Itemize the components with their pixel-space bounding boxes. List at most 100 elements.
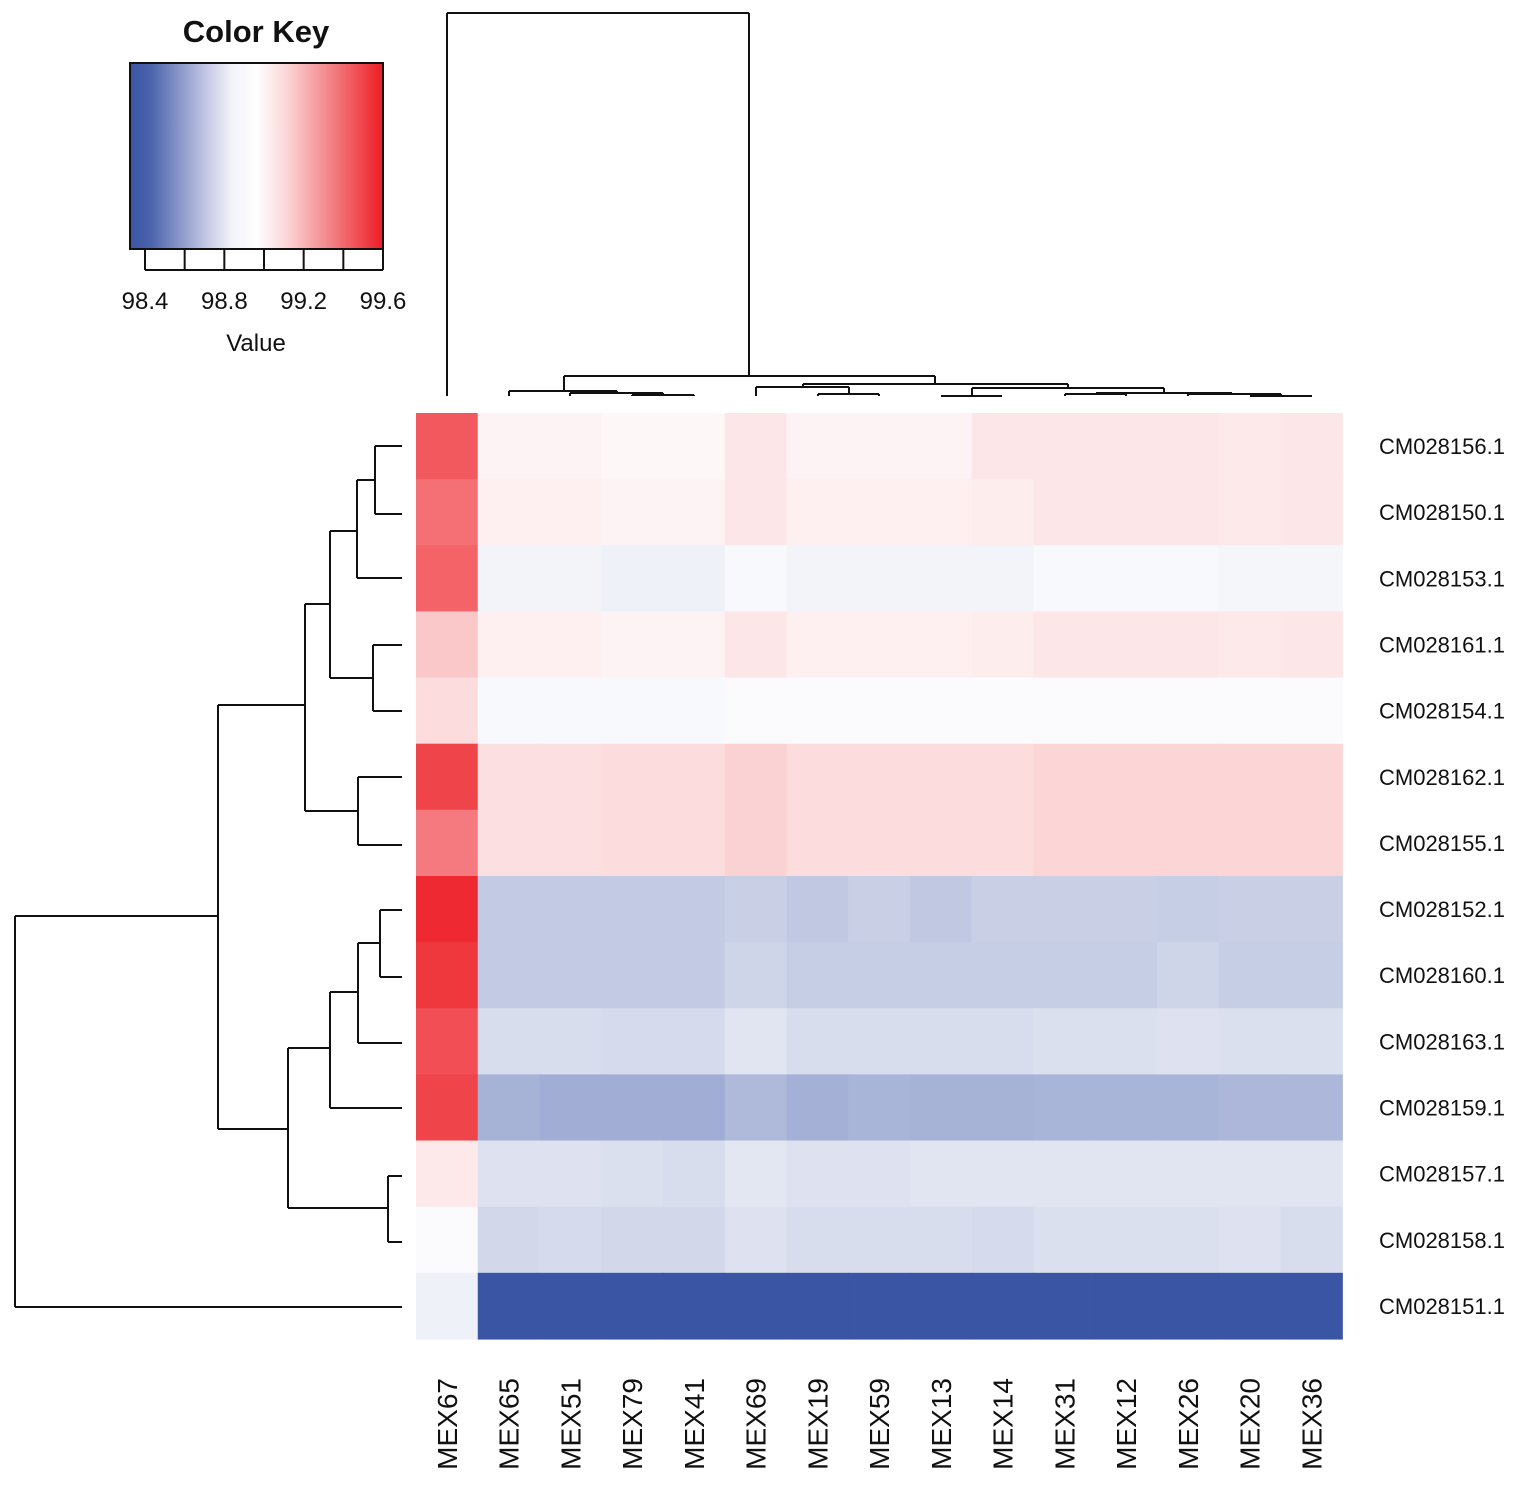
heatmap-cell — [786, 479, 849, 546]
heatmap-cell — [910, 1272, 973, 1340]
heatmap-cell — [786, 1140, 849, 1208]
heatmap-cell — [477, 413, 541, 480]
heatmap-cell — [416, 1074, 479, 1142]
color-key-tick-label: 98.4 — [122, 288, 169, 315]
heatmap-cell — [601, 743, 664, 811]
heatmap-cell — [848, 611, 911, 679]
heatmap-cell — [1033, 1140, 1096, 1208]
heatmap-cell — [1095, 1272, 1158, 1340]
heatmap-cell — [663, 1140, 726, 1208]
column-label: MEX20 — [1235, 1378, 1266, 1470]
heatmap-cell — [1218, 1008, 1282, 1075]
row-label: CM028163.1 — [1379, 1029, 1505, 1054]
heatmap-cell — [477, 1074, 541, 1142]
heatmap-cell — [416, 677, 479, 745]
heatmap-cell — [1280, 611, 1343, 679]
heatmap-cell — [1157, 743, 1220, 811]
heatmap-cell — [416, 1206, 479, 1274]
heatmap-cell — [848, 479, 911, 546]
heatmap-cell — [724, 1272, 788, 1340]
heatmap-cell — [416, 942, 479, 1009]
heatmap-cell — [601, 1272, 664, 1340]
heatmap-cell — [663, 677, 726, 745]
heatmap-cell — [1095, 1206, 1158, 1274]
heatmap-cell — [477, 809, 541, 877]
heatmap-cell — [786, 942, 849, 1009]
heatmap-cell — [601, 875, 664, 943]
heatmap-cell — [601, 1008, 664, 1075]
heatmap-cells — [416, 413, 1343, 1340]
color-key-tick-label: 98.8 — [201, 288, 248, 315]
heatmap-cell — [1033, 479, 1096, 546]
heatmap-cell — [1280, 545, 1343, 613]
heatmap-cell — [971, 1140, 1035, 1208]
row-label: CM028157.1 — [1379, 1162, 1505, 1187]
heatmap-cell — [1280, 1140, 1343, 1208]
heatmap-cell — [848, 1008, 911, 1075]
heatmap-cell — [1033, 413, 1096, 480]
column-label: MEX12 — [1111, 1378, 1142, 1470]
heatmap-cell — [848, 743, 911, 811]
heatmap-cell — [971, 1206, 1035, 1274]
heatmap-cell — [1033, 875, 1096, 943]
heatmap-cell — [724, 413, 788, 480]
heatmap-cell — [724, 1140, 788, 1208]
heatmap-cell — [1157, 1074, 1220, 1142]
row-label: CM028162.1 — [1379, 765, 1505, 790]
row-label: CM028160.1 — [1379, 963, 1505, 988]
heatmap-cell — [601, 611, 664, 679]
heatmap-cell — [910, 1206, 973, 1274]
heatmap-cell — [663, 611, 726, 679]
heatmap-cell — [1218, 743, 1282, 811]
heatmap-cell — [1157, 479, 1220, 546]
heatmap-cell — [1280, 479, 1343, 546]
column-label: MEX79 — [617, 1378, 648, 1470]
heatmap-cell — [786, 1272, 849, 1340]
heatmap-cell — [1095, 809, 1158, 877]
heatmap-cell — [910, 677, 973, 745]
heatmap-cell — [601, 479, 664, 546]
heatmap-cell — [601, 1206, 664, 1274]
heatmap-cell — [416, 743, 479, 811]
heatmap-cell — [848, 1272, 911, 1340]
heatmap-cell — [1033, 1008, 1096, 1075]
heatmap-cell — [1280, 413, 1343, 480]
heatmap-cell — [1280, 942, 1343, 1009]
heatmap-cell — [910, 875, 973, 943]
heatmap-cell — [539, 545, 602, 613]
heatmap-cell — [1218, 677, 1282, 745]
row-label: CM028155.1 — [1379, 831, 1505, 856]
heatmap-cell — [416, 1008, 479, 1075]
heatmap-cell — [1033, 1074, 1096, 1142]
heatmap-cell — [848, 677, 911, 745]
heatmap-cell — [539, 1206, 602, 1274]
heatmap-cell — [416, 1272, 479, 1340]
heatmap-cell — [971, 677, 1035, 745]
heatmap-cell — [1157, 1206, 1220, 1274]
heatmap-cell — [1095, 1140, 1158, 1208]
heatmap-cell — [971, 479, 1035, 546]
heatmap-cell — [971, 611, 1035, 679]
heatmap-cell — [1157, 413, 1220, 480]
heatmap-cell — [1095, 942, 1158, 1009]
heatmap-cell — [971, 809, 1035, 877]
heatmap-cell — [786, 1008, 849, 1075]
heatmap-cell — [539, 1074, 602, 1142]
row-label: CM028152.1 — [1379, 897, 1505, 922]
column-label: MEX19 — [802, 1378, 833, 1470]
heatmap-cell — [910, 743, 973, 811]
heatmap-cell — [1095, 611, 1158, 679]
heatmap-cell — [1157, 545, 1220, 613]
heatmap-cell — [786, 611, 849, 679]
heatmap-cell — [1280, 1206, 1343, 1274]
heatmap-cell — [416, 545, 479, 613]
heatmap-cell — [1095, 743, 1158, 811]
heatmap-cell — [1157, 875, 1220, 943]
heatmap-cell — [1095, 875, 1158, 943]
heatmap-cell — [971, 545, 1035, 613]
column-label: MEX31 — [1049, 1378, 1080, 1470]
heatmap-cell — [539, 809, 602, 877]
heatmap-cell — [971, 413, 1035, 480]
heatmap-cell — [724, 479, 788, 546]
row-label: CM028153.1 — [1379, 566, 1505, 591]
